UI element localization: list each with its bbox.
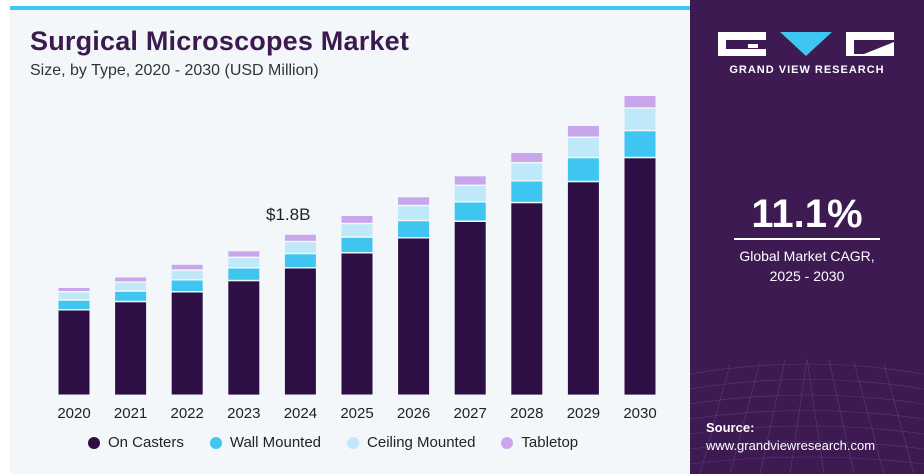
x-tick-label: 2030: [623, 405, 656, 422]
bar-segment: [284, 268, 316, 395]
x-tick-label: 2020: [57, 405, 90, 422]
bar-segment: [284, 234, 316, 241]
bar-segment: [398, 221, 430, 238]
bar-segment: [171, 280, 203, 291]
bar-segment: [567, 138, 599, 157]
x-tick-label: 2022: [171, 405, 204, 422]
bar-segment: [454, 186, 486, 201]
accent-bar: [10, 6, 690, 10]
cagr-caption: Global Market CAGR, 2025 - 2030: [690, 246, 924, 286]
bar-segment: [624, 131, 656, 157]
bar-segment: [228, 268, 260, 280]
bar-segment: [171, 270, 203, 280]
bar-segment: [284, 242, 316, 253]
bar-segment: [341, 224, 373, 237]
bar-segment: [567, 182, 599, 395]
legend-item-tabletop: Tabletop: [501, 434, 578, 451]
bar-segment: [511, 163, 543, 180]
bar-segment: [567, 126, 599, 137]
source-url: www.grandviewresearch.com: [706, 438, 876, 453]
bar-segment: [624, 158, 656, 395]
bar-segment: [341, 253, 373, 395]
x-tick-label: 2025: [340, 405, 373, 422]
x-tick-label: 2026: [397, 405, 430, 422]
grand-view-research-logo: [718, 32, 894, 56]
bar-segment: [454, 176, 486, 185]
bar-segment: [511, 153, 543, 162]
bar-segment: [454, 222, 486, 395]
chart-subtitle: Size, by Type, 2020 - 2030 (USD Million): [30, 62, 319, 79]
bar-segment: [171, 292, 203, 395]
bar-segment: [511, 203, 543, 395]
legend-label: Ceiling Mounted: [367, 434, 476, 451]
brand-name: GRAND VIEW RESEARCH: [729, 64, 885, 76]
cagr-divider: [734, 238, 880, 240]
legend-swatch: [209, 436, 222, 449]
chart-title: Surgical Microscopes Market: [30, 26, 410, 56]
bar-segment: [624, 108, 656, 130]
bar-segment: [115, 282, 147, 291]
bar-chart: 2020 2021 2022 2023 2024 2025 2026 2027 2028 2029…: [57, 96, 657, 422]
bar-segment: [228, 251, 260, 257]
cagr-value: 11.1%: [751, 192, 863, 236]
chart-legend: On Casters Wall Mounted Ceiling Mounted …: [88, 434, 604, 451]
bar-segment: [58, 288, 90, 291]
bar-segment: [115, 291, 147, 301]
x-tick-label: 2028: [510, 405, 543, 422]
brand-sidebar: GRAND VIEW RESEARCH 11.1% Global Market …: [690, 0, 924, 474]
bar-segment: [398, 238, 430, 395]
value-annotation: $1.8B: [266, 205, 311, 224]
bar-segment: [567, 158, 599, 181]
bar-segment: [58, 292, 90, 300]
cagr-label: Global Market CAGR,: [739, 248, 875, 264]
legend-label: Wall Mounted: [229, 434, 322, 451]
x-tick-label: 2021: [114, 405, 147, 422]
x-tick-label: 2024: [284, 405, 317, 422]
x-tick-label: 2027: [454, 405, 487, 422]
bar-segment: [228, 281, 260, 395]
bar-segment: [398, 197, 430, 205]
bar-segment: [228, 258, 260, 267]
decorative-grid: [690, 358, 924, 474]
bar-segment: [454, 202, 486, 221]
legend-swatch: [347, 436, 360, 449]
legend-item-wall-mounted: Wall Mounted: [209, 434, 322, 451]
bar-segment: [398, 206, 430, 220]
cagr-period: 2025 - 2030: [769, 268, 845, 284]
legend-label: Tabletop: [521, 434, 579, 451]
legend-label: On Casters: [108, 434, 184, 451]
bar-segment: [171, 264, 203, 270]
bar-segment: [341, 216, 373, 223]
x-tick-label: 2029: [567, 405, 600, 422]
bar-segment: [115, 302, 147, 395]
bar-segment: [58, 300, 90, 310]
legend-swatch: [88, 436, 100, 449]
legend-swatch: [501, 436, 514, 449]
legend-item-on-casters: On Casters: [88, 434, 184, 451]
source-label: Source:: [706, 420, 755, 435]
bar-segment: [624, 96, 656, 108]
bar-segment: [58, 310, 90, 395]
bar-segment: [511, 181, 543, 202]
x-tick-label: 2023: [227, 405, 260, 422]
bar-segment: [341, 237, 373, 253]
legend-item-ceiling-mounted: Ceiling Mounted: [347, 434, 475, 451]
bar-segment: [284, 254, 316, 268]
bar-segment: [115, 277, 147, 282]
